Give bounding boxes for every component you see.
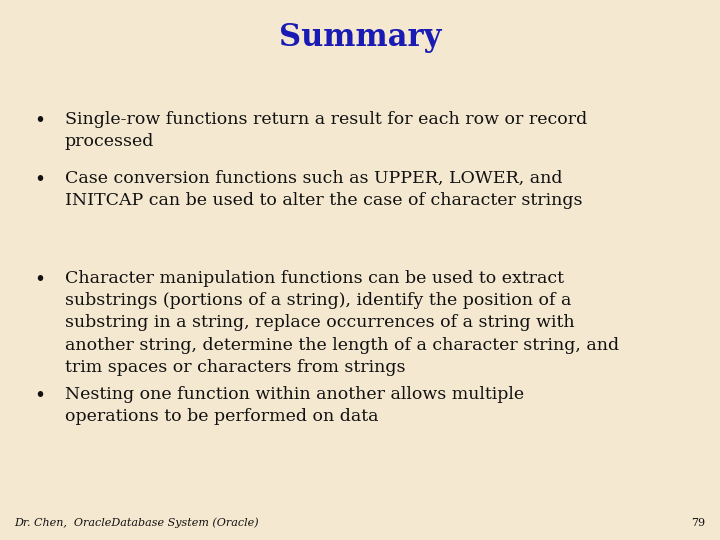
Text: Case conversion functions such as UPPER, LOWER, and
INITCAP can be used to alter: Case conversion functions such as UPPER,…	[65, 170, 582, 210]
Text: •: •	[34, 111, 45, 130]
Text: 79: 79	[691, 518, 706, 528]
Text: Character manipulation functions can be used to extract
substrings (portions of : Character manipulation functions can be …	[65, 270, 619, 376]
Text: •: •	[34, 270, 45, 289]
Text: Dr. Chen,  OracleDatabase System (Oracle): Dr. Chen, OracleDatabase System (Oracle)	[14, 517, 259, 528]
Text: Summary: Summary	[279, 22, 441, 52]
Text: Nesting one function within another allows multiple
operations to be performed o: Nesting one function within another allo…	[65, 386, 524, 426]
Text: •: •	[34, 170, 45, 189]
Text: •: •	[34, 386, 45, 405]
Text: Single-row functions return a result for each row or record
processed: Single-row functions return a result for…	[65, 111, 587, 150]
